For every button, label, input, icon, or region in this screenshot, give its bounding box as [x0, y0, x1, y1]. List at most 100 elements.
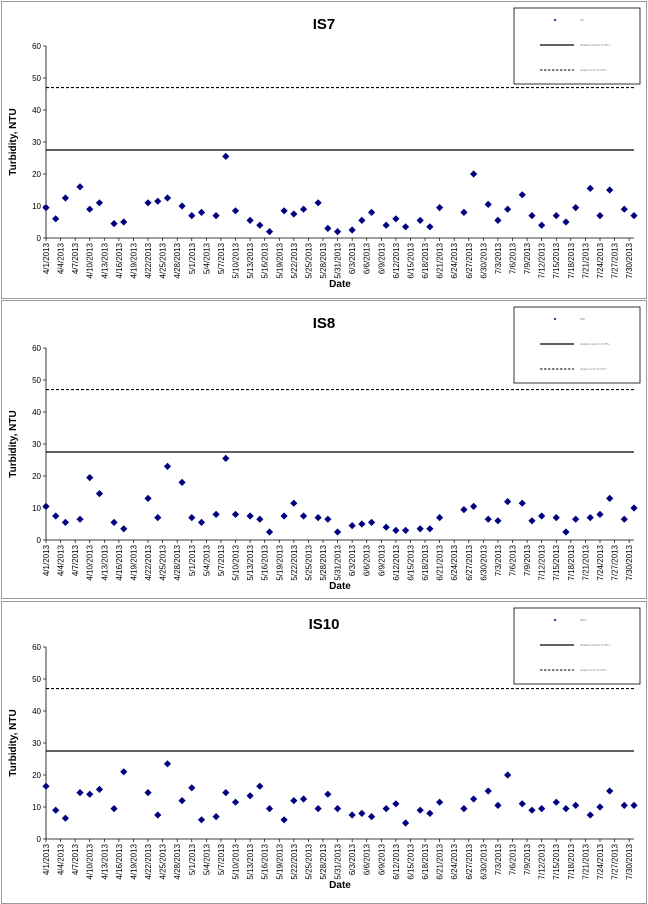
chart-2-x-tick-label: 6/15/2013: [406, 843, 415, 879]
chart-0-series-0-point: [333, 228, 342, 236]
chart-0-series-0-point: [212, 212, 220, 220]
chart-0-series-0-point: [299, 205, 308, 213]
chart-1-series-0-point: [572, 515, 580, 523]
chart-1-x-tick-label: 6/9/2013: [377, 544, 386, 576]
chart-1-frame: [1, 300, 647, 599]
chart-2-series-0-point: [110, 805, 118, 813]
chart-1-x-tick-label: 4/4/2013: [57, 544, 66, 576]
chart-1-x-tick-label: 7/6/2013: [509, 544, 518, 576]
chart-0-x-tick-label: 7/18/2013: [567, 242, 576, 278]
chart-2-series-0-point: [246, 792, 254, 800]
chart-1-legend-label-0: IS8: [580, 317, 585, 321]
chart-1-x-tick-label: 5/13/2013: [246, 544, 255, 580]
chart-2-x-tick-label: 5/28/2013: [319, 843, 328, 879]
chart-0-x-tick-label: 5/10/2013: [232, 242, 241, 278]
chart-2-series-0-point: [606, 787, 614, 795]
chart-0-x-tick-label: 5/4/2013: [202, 242, 211, 274]
chart-0-x-tick-label: 7/9/2013: [523, 242, 532, 274]
chart-1-series-0-point: [586, 514, 594, 522]
chart-0-series-0-point: [358, 216, 366, 224]
chart-1-series-0-point: [392, 526, 400, 534]
chart-2-series-0-point: [562, 805, 570, 813]
chart-1-x-tick-label: 6/24/2013: [450, 544, 459, 580]
chart-2-series-0-point: [630, 801, 638, 809]
chart-1-series-0-point: [367, 518, 376, 526]
chart-1-series-0-point: [314, 514, 322, 522]
chart-2-series-0-point: [314, 805, 322, 813]
chart-0-x-tick-label: 4/19/2013: [129, 242, 138, 278]
chart-0-x-tick-label: 6/15/2013: [406, 242, 415, 278]
chart-2-series-0-point: [188, 784, 196, 792]
chart-2-series-0-point: [299, 795, 308, 803]
chart-0-series-0-point: [246, 216, 254, 224]
chart-0-x-tick-label: 6/21/2013: [436, 242, 445, 278]
chart-1-legend-label-2: Upper Limit 47 NTU: [580, 367, 607, 371]
chart-1-series-0-point: [42, 502, 50, 510]
chart-1-x-tick-label: 4/1/2013: [42, 544, 51, 576]
chart-1-series-0-point: [596, 510, 604, 518]
chart-1-x-tick-label: 5/25/2013: [304, 544, 313, 580]
chart-2-series-0-point: [265, 805, 274, 813]
chart-1-x-tick-label: 7/30/2013: [625, 544, 634, 580]
chart-0-series-0-point: [562, 218, 570, 226]
chart-0-series-0-point: [280, 207, 288, 215]
chart-0-series-0-point: [222, 152, 230, 160]
chart-0-x-tick-label: 5/22/2013: [290, 242, 299, 278]
chart-1-series-0-point: [436, 514, 444, 522]
chart-0-x-tick-label: 6/12/2013: [392, 242, 401, 278]
chart-1-series-0-point: [52, 512, 60, 520]
chart-1-x-tick-label: 7/15/2013: [552, 544, 561, 580]
chart-1-x-axis-title: Date: [329, 581, 351, 592]
chart-0-x-tick-label: 5/31/2013: [334, 242, 343, 278]
chart-1-series-0-point: [212, 510, 220, 518]
chart-2-x-tick-label: 7/6/2013: [509, 843, 518, 875]
chart-2-y-tick-label: 40: [32, 707, 41, 716]
chart-1-series-0-point: [538, 512, 546, 520]
chart-2-legend-label-1: Global Limit 27.5 NTU: [580, 643, 610, 647]
chart-1-series-0-point: [76, 515, 84, 523]
chart-2-x-tick-label: 5/13/2013: [246, 843, 255, 879]
chart-0-series-0-point: [86, 205, 94, 213]
chart-1-y-tick-label: 0: [37, 536, 42, 545]
chart-2-x-tick-label: 5/31/2013: [334, 843, 343, 879]
chart-0-series-0-point: [416, 216, 424, 224]
chart-0-series-0-point: [367, 208, 376, 216]
chart-0-x-tick-label: 5/16/2013: [261, 242, 270, 278]
chart-0-title: IS7: [313, 16, 336, 33]
chart-0-series-0-point: [188, 212, 196, 220]
chart-2-x-tick-label: 6/3/2013: [348, 843, 357, 875]
chart-2-x-tick-label: 4/13/2013: [100, 843, 109, 879]
chart-2-series-0-point: [358, 809, 366, 817]
chart-2-series-0-point: [586, 811, 594, 819]
chart-2-x-tick-label: 6/6/2013: [363, 843, 372, 875]
chart-0-series-0-point: [231, 207, 240, 215]
chart-1-series-0-point: [188, 514, 196, 522]
chart-2-x-tick-label: 5/1/2013: [188, 843, 197, 875]
chart-0-series-0-point: [630, 212, 638, 220]
chart-1-series-0-point: [324, 515, 332, 523]
chart-2-legend: [513, 607, 641, 685]
chart-1-series-0-point: [120, 525, 128, 533]
chart-2-x-tick-label: 6/30/2013: [479, 843, 488, 879]
chart-2-series-0-point: [620, 801, 628, 809]
chart-2-x-axis-title: Date: [329, 880, 351, 891]
chart-2-series-0-point: [163, 760, 172, 768]
chart-1-x-tick-label: 4/7/2013: [71, 544, 80, 576]
chart-0-series-0-point: [504, 205, 512, 213]
chart-0-x-tick-label: 7/6/2013: [509, 242, 518, 274]
chart-2-x-tick-label: 7/3/2013: [494, 843, 503, 875]
chart-2-y-tick-label: 60: [32, 643, 41, 652]
chart-1-x-tick-label: 4/13/2013: [100, 544, 109, 580]
chart-2-x-tick-label: 5/19/2013: [275, 843, 284, 879]
chart-1-x-tick-label: 7/21/2013: [581, 544, 590, 580]
chart-2-x-tick-label: 5/4/2013: [202, 843, 211, 875]
chart-1-series-0-point: [222, 454, 230, 462]
chart-1-x-tick-label: 4/19/2013: [129, 544, 138, 580]
chart-0-x-tick-label: 6/27/2013: [465, 242, 474, 278]
chart-0-x-tick-label: 4/13/2013: [100, 242, 109, 278]
chart-1-x-tick-label: 4/25/2013: [159, 544, 168, 580]
chart-2-series-0-point: [256, 782, 264, 790]
chart-2-x-tick-label: 7/18/2013: [567, 843, 576, 879]
chart-1-x-tick-label: 5/31/2013: [334, 544, 343, 580]
